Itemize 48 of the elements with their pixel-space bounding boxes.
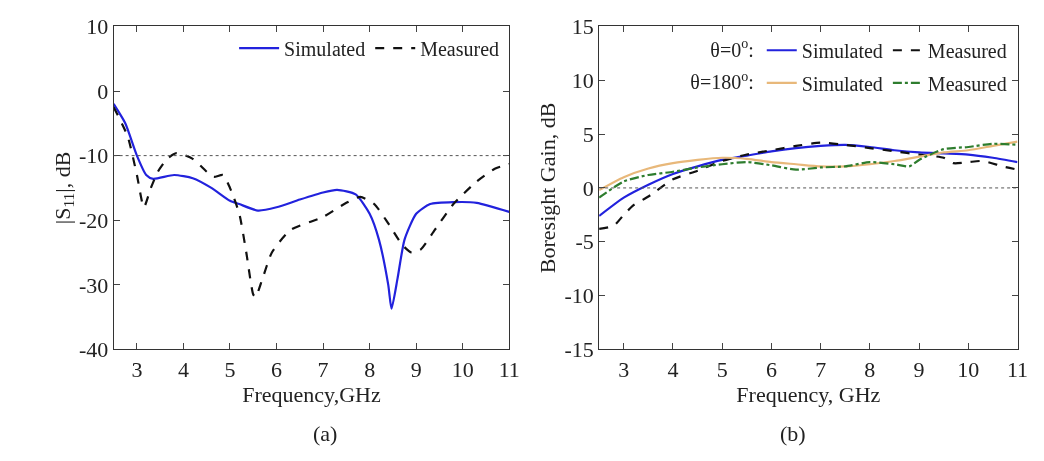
y-tick-label: 10	[571, 67, 594, 93]
line-series	[599, 143, 1018, 218]
x-tick-label: 3	[131, 356, 143, 382]
x-tick-label: 10	[451, 356, 474, 382]
x-tick-label: 7	[317, 356, 329, 382]
y-tick-label: 10	[86, 14, 109, 40]
x-tick-label: 6	[765, 356, 777, 382]
legend-label: Simulated	[284, 37, 366, 60]
legend-label: Simulated	[801, 72, 883, 95]
y-tick-label: -10	[78, 143, 109, 169]
y-axis-title: Boresight Gain, dB	[535, 102, 561, 274]
line-series	[599, 141, 1018, 230]
legend-label: Measured	[420, 37, 500, 60]
x-tick-label: 8	[864, 356, 876, 382]
y-tick-label: -15	[564, 337, 594, 363]
text: (a)	[313, 421, 338, 446]
legend-label: Measured	[927, 40, 1007, 63]
y-tick-label: 15	[571, 14, 594, 40]
y-tick-label: -30	[78, 272, 109, 298]
line-series	[599, 140, 1018, 192]
x-tick-label: 9	[913, 356, 925, 382]
x-tick-label: 5	[716, 356, 728, 382]
y-tick-label: -5	[575, 229, 594, 255]
x-tick-label: 10	[957, 356, 980, 382]
x-tick-label: 8	[364, 356, 376, 382]
y-tick-label: -20	[78, 207, 109, 233]
x-tick-label: 9	[410, 356, 422, 382]
annotation: θ=180$^{o}$:	[690, 69, 754, 94]
x-tick-label: 11	[1006, 356, 1029, 382]
x-axis-title: Frequency,GHz	[242, 381, 381, 407]
x-tick-label: 6	[271, 356, 283, 382]
annotation: θ=0$^{o}$:	[710, 36, 754, 61]
x-tick-label: 3	[618, 356, 630, 382]
x-tick-label: 7	[815, 356, 827, 382]
text: (b)	[780, 421, 806, 446]
y-tick-label: 5	[582, 121, 594, 147]
legend-label: Simulated	[801, 40, 883, 63]
line-series	[599, 142, 1018, 199]
y-tick-label: 0	[97, 78, 109, 104]
x-tick-label: 5	[224, 356, 236, 382]
x-tick-label: 4	[667, 356, 679, 382]
y-tick-label: 0	[582, 175, 594, 201]
y-tick-label: -40	[78, 337, 109, 363]
x-axis-title: Frequency, GHz	[736, 381, 881, 407]
y-tick-label: -10	[564, 283, 594, 309]
legend-label: Measured	[927, 72, 1007, 95]
x-tick-label: 11	[498, 356, 520, 382]
x-tick-label: 4	[177, 356, 189, 382]
